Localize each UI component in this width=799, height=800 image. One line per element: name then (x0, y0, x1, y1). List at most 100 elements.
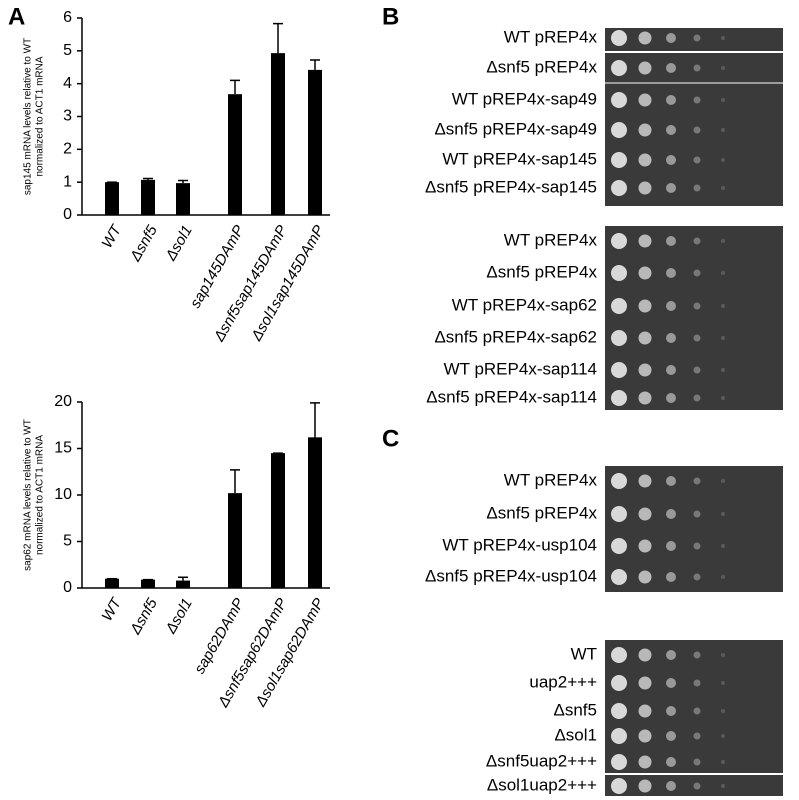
strain-label: Δsnf5 pREP4x-usp104 (425, 566, 597, 585)
error-bar (178, 179, 188, 184)
y-tick-label: 0 (63, 579, 72, 596)
y-tick-label: 5 (63, 533, 72, 550)
colony-spot (638, 539, 652, 553)
colony-spot (666, 268, 676, 278)
colony-spot (693, 651, 701, 659)
error-bar (273, 22, 283, 54)
x-tick-label: Δsnf5 (126, 222, 161, 265)
colony-spot (721, 396, 725, 400)
colony-spot (693, 64, 701, 72)
colony-spot (611, 538, 627, 554)
colony-spot (611, 180, 627, 196)
plate (605, 28, 783, 206)
strain-label: Δsnf5 pREP4x-sap114 (426, 387, 597, 406)
strain-label: Δsnf5 pREP4x-sap62 (434, 327, 597, 346)
strain-label: Δsol1 (554, 725, 597, 744)
strain-label: Δsnf5 pREP4x-sap49 (434, 119, 597, 138)
colony-spot (721, 128, 725, 132)
y-tick-label: 6 (63, 9, 72, 26)
y-axis-label: normalized to ACT1 mRNA (35, 435, 46, 555)
colony-spot (666, 650, 676, 660)
y-axis-label: sap62 mRNA levels relative to WT (23, 419, 34, 571)
colony-spot (693, 542, 701, 550)
x-tick-label: Δsol1 (162, 595, 196, 637)
y-tick-label: 20 (54, 393, 72, 410)
y-tick-label: 0 (63, 206, 72, 223)
colony-spot (721, 575, 725, 579)
colony-spot (611, 569, 627, 585)
panel-label: A (8, 3, 25, 30)
colony-spot (666, 155, 676, 165)
bar (308, 69, 322, 215)
colony-spot (693, 34, 701, 42)
colony-spot (638, 570, 652, 584)
bar (105, 578, 119, 588)
colony-spot (666, 781, 676, 791)
colony-spot (638, 153, 652, 167)
colony-spot (611, 390, 627, 406)
colony-spot (638, 61, 652, 75)
colony-spot (721, 368, 725, 372)
bar (141, 579, 155, 588)
strain-label: Δsnf5 pREP4x (486, 503, 597, 522)
colony-spot (721, 36, 725, 40)
colony-spot (693, 184, 701, 192)
colony-spot (611, 647, 627, 663)
colony-spot (638, 93, 652, 107)
colony-spot (666, 731, 676, 741)
colony-spot (638, 266, 652, 280)
colony-spot (638, 676, 652, 690)
error-bar (310, 402, 320, 438)
colony-spot (611, 152, 627, 168)
y-tick-label: 3 (63, 108, 72, 125)
y-axis-label: normalized to ACT1 mRNA (35, 56, 46, 176)
colony-spot (666, 183, 676, 193)
panel-label: C (382, 425, 399, 452)
colony-spot (693, 679, 701, 687)
colony-spot (693, 707, 701, 715)
colony-spot (693, 302, 701, 310)
colony-spot (611, 728, 627, 744)
colony-spot (666, 476, 676, 486)
bar (141, 179, 155, 215)
colony-spot (693, 732, 701, 740)
colony-spot (666, 63, 676, 73)
colony-spot (721, 271, 725, 275)
colony-spot (611, 233, 627, 249)
colony-spot (611, 122, 627, 138)
error-bar (178, 576, 188, 581)
colony-spot (638, 234, 652, 248)
colony-spot (611, 330, 627, 346)
error-bar (310, 59, 320, 70)
bar (105, 182, 119, 215)
colony-spot (693, 96, 701, 104)
x-tick-label: WT (99, 594, 126, 624)
error-bar (143, 177, 153, 180)
colony-spot (721, 239, 725, 243)
colony-spot (693, 156, 701, 164)
colony-spot (721, 98, 725, 102)
colony-spot (721, 512, 725, 516)
colony-spot (721, 158, 725, 162)
colony-spot (666, 365, 676, 375)
colony-spot (721, 709, 725, 713)
bar (228, 493, 242, 588)
y-axis-label: sap145 mRNA levels relative to WT (23, 38, 34, 195)
colony-spot (638, 474, 652, 488)
error-bar (230, 79, 240, 95)
y-tick-label: 5 (63, 42, 72, 59)
strain-label: Δsnf5 pREP4x (486, 57, 597, 76)
colony-spot (638, 729, 652, 743)
colony-spot (721, 760, 725, 764)
colony-spot (666, 509, 676, 519)
bar (176, 183, 190, 215)
colony-spot (611, 754, 627, 770)
colony-spot (666, 33, 676, 43)
colony-spot (666, 125, 676, 135)
colony-spot (693, 366, 701, 374)
colony-spot (693, 237, 701, 245)
colony-spot (666, 301, 676, 311)
colony-spot (666, 333, 676, 343)
colony-spot (611, 298, 627, 314)
colony-spot (638, 299, 652, 313)
